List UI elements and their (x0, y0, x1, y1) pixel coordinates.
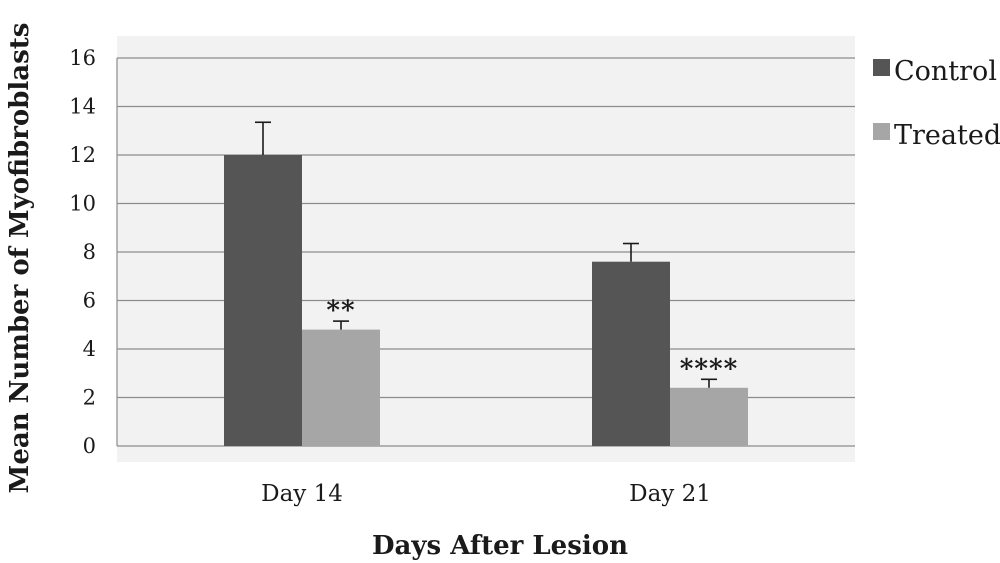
y-tick-label: 6 (83, 289, 96, 313)
y-tick-label: 16 (69, 46, 96, 70)
legend-label: Control (894, 56, 997, 87)
bar (302, 329, 380, 446)
legend-label: Treated (894, 120, 1000, 151)
significance-markers: ****** (326, 296, 738, 384)
legend-swatch (873, 123, 890, 140)
bar (592, 261, 670, 446)
x-tick-label: Day 21 (629, 481, 711, 507)
x-axis-title: Days After Lesion (372, 531, 628, 561)
y-tick-label: 2 (83, 386, 96, 410)
bar (670, 387, 748, 446)
y-tick-label: 0 (83, 434, 96, 458)
legend: Control Treated (873, 56, 1000, 151)
y-tick-label: 8 (83, 240, 96, 264)
error-bars (255, 121, 717, 388)
y-tick-labels: 0 2 4 6 8 10 12 14 16 (69, 46, 96, 458)
bars (224, 155, 748, 446)
category-labels: Day 14 Day 21 (261, 481, 711, 507)
y-tick-label: 4 (83, 337, 96, 361)
y-tick-label: 12 (69, 143, 96, 167)
y-tick-label: 10 (69, 192, 96, 216)
legend-swatch (873, 59, 890, 76)
bar (224, 155, 302, 446)
y-tick-label: 14 (69, 95, 96, 119)
significance-marker: **** (680, 354, 738, 384)
x-tick-label: Day 14 (261, 481, 343, 507)
y-axis-title: Mean Number of Myofibroblasts (5, 23, 35, 494)
significance-marker: ** (326, 296, 355, 326)
